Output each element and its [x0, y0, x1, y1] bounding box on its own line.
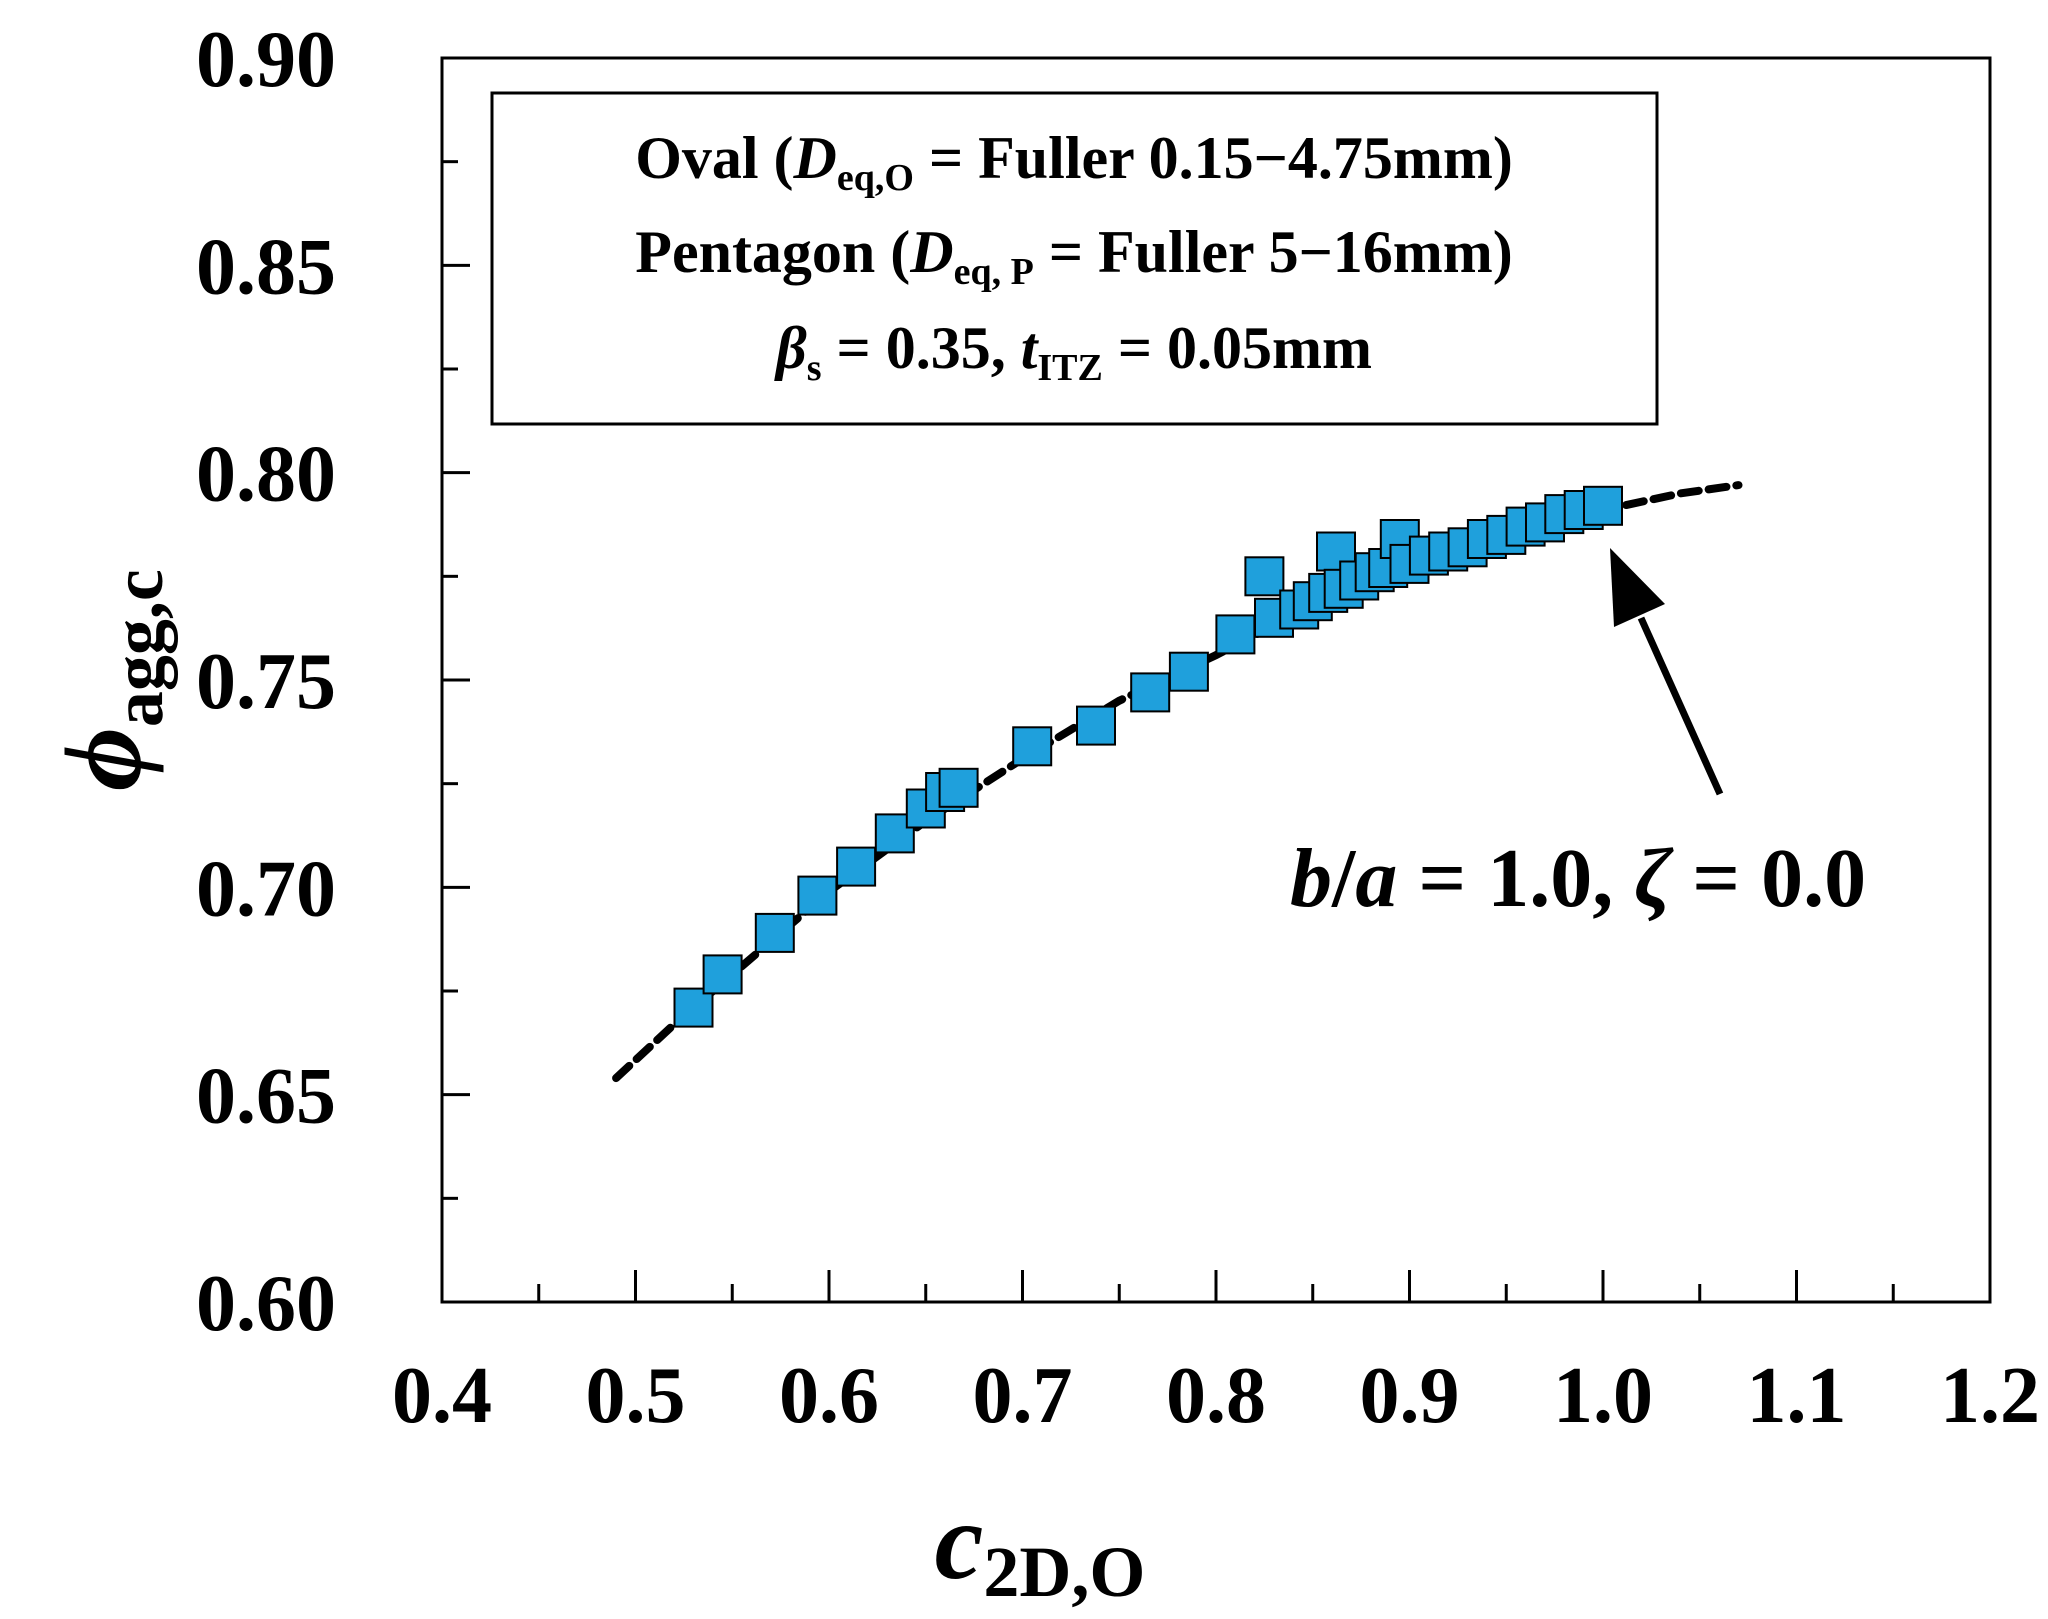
y-axis-ticks: 0.60 0.65 0.70 0.75 0.80 0.85 0.90 [196, 16, 470, 1348]
legend-line-1: Oval (Deq,O = Fuller 0.15−4.75mm) [635, 125, 1513, 199]
annotation-arrow [1610, 548, 1724, 796]
annotation-eq1: = 1.0, [1397, 832, 1634, 925]
y-tick-label: 0.65 [196, 1053, 336, 1141]
data-point [1168, 651, 1209, 692]
legend-line-3-t-value: = 0.05mm [1103, 315, 1372, 381]
annotation-b: b [1290, 832, 1332, 925]
x-tick-label: 1.2 [1940, 1352, 2040, 1440]
annotation-a: a [1355, 832, 1397, 925]
x-tick-label: 0.8 [1166, 1352, 1266, 1440]
y-tick-label: 0.80 [196, 431, 336, 519]
legend-line-2: Pentagon (Deq, P = Fuller 5−16mm) [635, 219, 1512, 293]
legend: Oval (Deq,O = Fuller 0.15−4.75mm) Pentag… [490, 91, 1659, 426]
legend-line-2-post: = Fuller 5−16mm) [1034, 219, 1513, 285]
y-tick-label: 0.85 [196, 223, 336, 311]
annotation-label: b/a = 1.0, ζ = 0.0 [1290, 832, 1866, 925]
x-tick-label: 0.9 [1360, 1352, 1460, 1440]
legend-line-2-var: D [909, 219, 953, 285]
y-axis-title-main: ϕ [42, 727, 164, 791]
x-tick-label: 0.4 [392, 1352, 492, 1440]
legend-line-3-t-sub: ITZ [1037, 347, 1102, 389]
data-point [702, 954, 743, 995]
data-point [1244, 556, 1285, 597]
data-markers [673, 485, 1623, 1028]
x-tick-label: 0.7 [973, 1352, 1073, 1440]
x-axis-title: c2D,O [935, 1480, 1146, 1612]
x-tick-label: 0.6 [779, 1352, 879, 1440]
legend-line-2-sub: eq, P [954, 251, 1034, 293]
data-point [1076, 705, 1116, 746]
data-point [673, 987, 714, 1028]
x-tick-label: 1.0 [1553, 1352, 1653, 1440]
y-tick-label: 0.60 [196, 1260, 336, 1348]
data-point [836, 846, 877, 887]
legend-line-1-post: = Fuller 0.15−4.75mm) [914, 125, 1513, 191]
annotation-slash: / [1331, 832, 1357, 925]
annotation-eq2: = 0.0 [1671, 832, 1866, 925]
fit-line [612, 481, 1743, 1083]
x-axis-ticks: 0.4 0.5 0.6 0.7 0.8 0.9 1.0 1.1 1.2 [392, 1270, 2040, 1440]
legend-line-1-var: D [793, 125, 837, 191]
y-tick-label: 0.70 [196, 845, 336, 933]
x-axis-title-sub: 2D,O [983, 1532, 1145, 1612]
data-point [938, 767, 979, 808]
data-point [754, 912, 795, 953]
x-tick-label: 1.1 [1747, 1352, 1847, 1440]
y-tick-label: 0.75 [196, 638, 336, 726]
legend-line-1-sub: eq,O [837, 157, 914, 199]
data-point [1583, 485, 1623, 526]
y-axis-title: ϕagg,c [42, 569, 178, 791]
data-point [797, 875, 838, 916]
legend-line-1-pre: Oval ( [635, 125, 793, 191]
y-axis-title-sub: agg,c [98, 569, 178, 727]
data-point [1130, 672, 1171, 713]
annotation-zeta: ζ [1634, 832, 1674, 925]
data-point [1215, 614, 1256, 655]
y-tick-label: 0.90 [196, 16, 336, 104]
legend-line-2-pre: Pentagon ( [635, 219, 910, 285]
x-tick-label: 0.5 [586, 1352, 686, 1440]
legend-box [490, 91, 1659, 426]
data-point [1012, 726, 1053, 767]
legend-line-3-beta: β [774, 315, 807, 381]
legend-line-3-t: t [1021, 315, 1040, 381]
legend-line-3-beta-value: = 0.35, [822, 315, 1021, 381]
legend-line-3-beta-sub: s [807, 347, 822, 389]
legend-line-3: βs = 0.35, tITZ = 0.05mm [774, 315, 1372, 389]
x-axis-title-main: c [935, 1480, 984, 1602]
